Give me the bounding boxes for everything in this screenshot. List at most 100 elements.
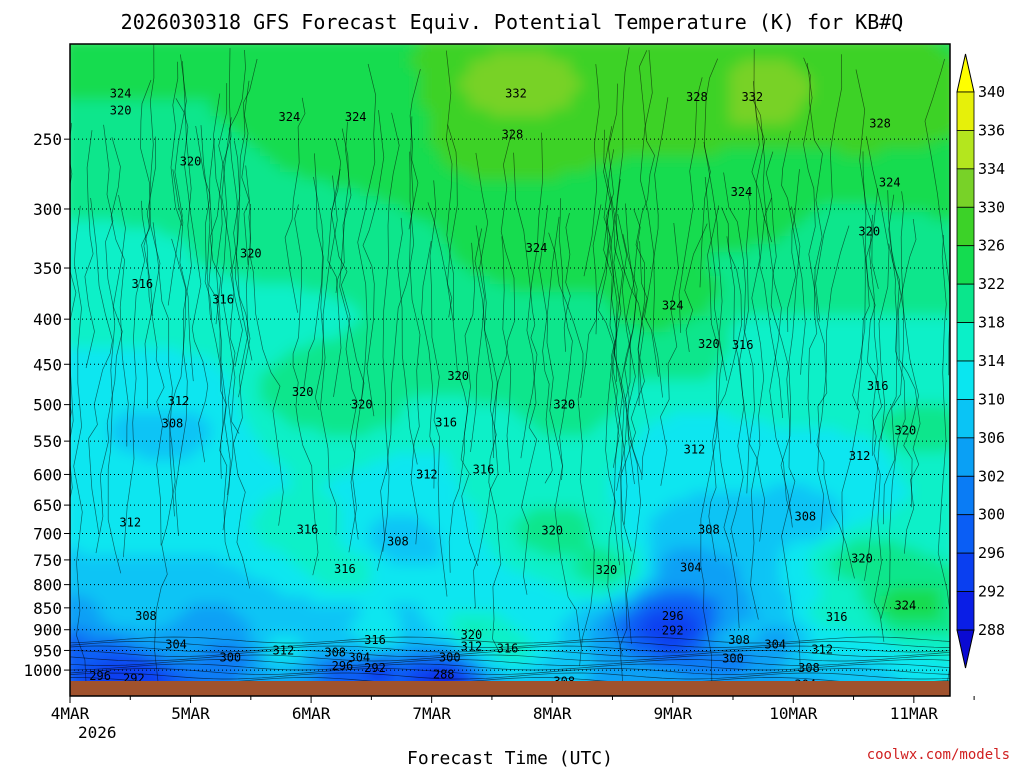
contour-line <box>866 136 890 442</box>
contour-line <box>70 663 950 671</box>
contour-line <box>501 236 512 473</box>
x-tick-label: 5MAR <box>171 704 210 723</box>
contour-label: 304 <box>764 637 786 651</box>
contour-line <box>230 58 258 367</box>
x-tick-label: 6MAR <box>292 704 331 723</box>
contour-line <box>862 235 882 456</box>
contour-label: 308 <box>387 535 409 549</box>
contour-line <box>103 124 122 574</box>
y-tick-label: 300 <box>33 200 62 219</box>
contour-label: 308 <box>794 510 816 524</box>
contour-label: 316 <box>473 462 495 476</box>
contour-label: 312 <box>168 394 190 408</box>
colorbar-label: 318 <box>978 314 1005 332</box>
contour-line <box>204 140 215 320</box>
contour-line <box>856 188 879 410</box>
contour-line <box>209 48 232 325</box>
contour-line <box>73 205 87 696</box>
colorbar-swatch <box>956 552 975 592</box>
y-tick-label: 500 <box>33 396 62 415</box>
contour-line <box>167 54 187 306</box>
contour-line <box>429 180 448 597</box>
contour-line <box>376 116 414 571</box>
colorbar-label: 340 <box>978 83 1005 101</box>
contour-line <box>539 205 563 481</box>
contour-line <box>803 62 828 531</box>
contour-label: 332 <box>741 90 763 104</box>
contour-label: 316 <box>732 338 754 352</box>
contour-line <box>880 243 906 619</box>
contour-line <box>170 61 183 227</box>
contour-line <box>723 172 755 494</box>
contour-label: 312 <box>273 643 295 657</box>
contour-line <box>765 151 793 528</box>
contour-label: 316 <box>497 641 519 655</box>
contour-line <box>937 234 950 696</box>
contour-line <box>335 121 352 293</box>
colorbar-swatch <box>956 591 975 631</box>
colorbar-swatch <box>956 206 975 247</box>
contour-label: 320 <box>858 224 880 238</box>
contour-label: 320 <box>292 385 314 399</box>
contour-line <box>241 80 250 266</box>
contour-line <box>152 222 175 517</box>
contour-label: 308 <box>135 609 157 623</box>
contour-line <box>327 138 342 397</box>
contour-line <box>84 130 95 369</box>
contour-line <box>141 200 165 546</box>
y-tick-label: 600 <box>33 465 62 484</box>
contour-line <box>603 149 635 485</box>
contour-line <box>781 130 806 375</box>
contour-line <box>284 97 306 313</box>
contour-line <box>603 209 628 525</box>
contour-line <box>314 175 338 411</box>
contour-line <box>619 234 638 689</box>
y-tick-label: 700 <box>33 524 62 543</box>
contour-label: 316 <box>826 610 848 624</box>
chart-title: 2026030318 GFS Forecast Equiv. Potential… <box>121 10 904 34</box>
contour-line <box>70 668 950 675</box>
plot-area: 324 320 324 324 332 328 328 332 328 320 324 324 324 3… <box>70 44 950 696</box>
terrain-surface <box>70 681 950 696</box>
contour-label: 320 <box>447 369 469 383</box>
colorbar-label: 288 <box>978 621 1005 639</box>
contour-label: 308 <box>162 416 184 430</box>
contour-line <box>70 672 950 680</box>
contour-line <box>620 241 648 552</box>
contour-label: 328 <box>869 117 891 131</box>
contour-line <box>699 58 719 288</box>
colorbar-swatch <box>956 130 975 170</box>
colorbar-label: 302 <box>978 467 1005 485</box>
y-tick-label: 950 <box>33 641 62 660</box>
colorbar-swatch <box>956 322 975 362</box>
colorbar-label: 292 <box>978 583 1005 601</box>
contour-line <box>88 197 113 534</box>
contour-label: 316 <box>334 562 356 576</box>
y-tick-label: 400 <box>33 310 62 329</box>
contour-line <box>750 81 766 620</box>
contour-line <box>726 236 745 557</box>
colorbar-label: 334 <box>978 160 1005 178</box>
y-tick-label: 900 <box>33 621 62 640</box>
contour-line <box>855 69 879 289</box>
colorbar-swatch <box>956 283 975 323</box>
contour-line <box>700 205 720 696</box>
y-tick-label: 750 <box>33 551 62 570</box>
contour-label: 316 <box>435 416 457 430</box>
contour-line <box>228 49 253 361</box>
contour-line <box>339 128 365 553</box>
contour-line <box>70 641 950 648</box>
contour-line <box>123 136 157 558</box>
colorbar-swatch <box>956 168 975 208</box>
contour-line <box>887 190 919 508</box>
contour-line <box>752 99 793 519</box>
contour-label: 304 <box>680 560 702 574</box>
contour-line <box>624 209 643 475</box>
colorbar-swatch <box>956 360 975 400</box>
contour-line <box>521 132 544 595</box>
contour-label: 308 <box>324 645 346 659</box>
contour-line <box>787 169 800 333</box>
plot-frame <box>69 43 951 697</box>
colorbar-swatch <box>956 514 975 554</box>
contour-label: 320 <box>895 424 917 438</box>
